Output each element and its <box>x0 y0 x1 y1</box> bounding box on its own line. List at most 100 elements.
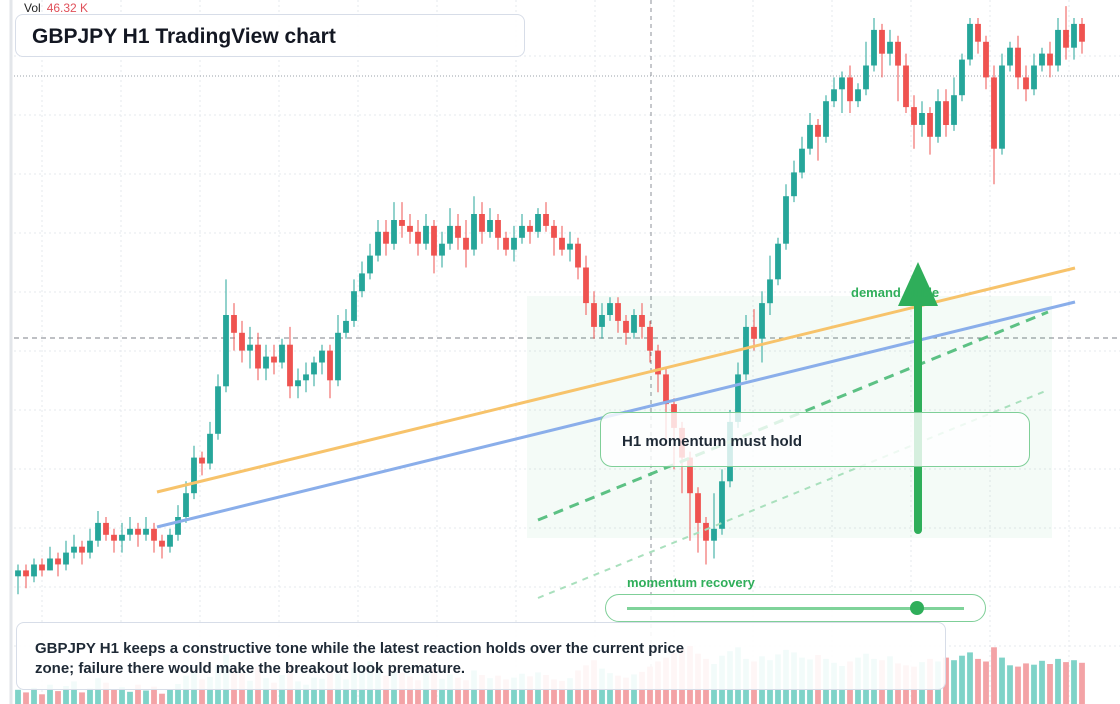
volume-bar <box>311 677 317 704</box>
candle-body <box>135 528 141 535</box>
candle <box>23 564 29 589</box>
candle <box>935 89 941 143</box>
candle <box>143 517 149 541</box>
volume-bar <box>159 693 165 704</box>
volume-bar <box>943 657 949 704</box>
chart-title: GBPJPY H1 TradingView chart <box>32 25 336 48</box>
candle-body <box>103 522 109 535</box>
volume-bar <box>567 678 573 704</box>
volume-bar <box>1047 664 1053 704</box>
candle-body <box>1023 77 1029 90</box>
candle-body <box>1015 47 1021 78</box>
candle-body <box>791 172 797 197</box>
candle <box>511 225 517 262</box>
candle <box>983 35 989 90</box>
candle <box>39 558 45 577</box>
candle <box>807 113 813 155</box>
volume-bar <box>1007 665 1013 704</box>
candle-body <box>919 113 925 125</box>
volume-bar <box>167 689 173 704</box>
candle-body <box>927 113 933 137</box>
candle <box>911 95 917 149</box>
candle-body <box>343 320 349 333</box>
candle <box>231 303 237 351</box>
volume-bar <box>959 655 965 704</box>
candle <box>647 320 653 363</box>
candle-body <box>479 214 485 232</box>
candle-body <box>127 528 133 535</box>
volume-bar <box>103 682 109 704</box>
volume-bar <box>207 676 213 704</box>
candle <box>863 41 869 96</box>
candle <box>991 65 997 185</box>
candle <box>287 326 293 399</box>
candle <box>519 214 525 244</box>
volume-bar <box>527 676 533 704</box>
candle <box>751 309 757 351</box>
candle <box>1031 53 1037 96</box>
candle-body <box>71 546 77 553</box>
candle-body <box>911 107 917 125</box>
candle-body <box>95 522 101 541</box>
candle-body <box>935 101 941 137</box>
title-card: GBPJPY H1 TradingView chart <box>15 14 525 57</box>
candle <box>711 493 717 559</box>
candle-body <box>1047 53 1053 66</box>
candle <box>439 231 445 268</box>
candle <box>583 255 589 315</box>
candle <box>1047 41 1053 78</box>
slider-knob[interactable] <box>909 601 924 615</box>
volume-bar <box>295 681 301 704</box>
candle <box>1063 6 1069 60</box>
candle-body <box>335 332 341 381</box>
candle-body <box>271 356 277 363</box>
volume-bar <box>15 689 21 704</box>
volume-bar <box>151 686 157 704</box>
volume-bar <box>999 657 1005 704</box>
candle-body <box>303 374 309 381</box>
candle-body <box>327 350 333 381</box>
candle <box>623 315 629 345</box>
candle-body <box>527 225 533 232</box>
candle-body <box>319 350 325 363</box>
candle <box>135 522 141 547</box>
candle-body <box>647 326 653 351</box>
candle-body <box>991 77 997 149</box>
volume-bar <box>1071 660 1077 704</box>
candle-body <box>495 220 501 238</box>
candle <box>831 77 837 108</box>
candle-body <box>359 273 365 292</box>
candle <box>15 564 21 595</box>
volume-bar <box>951 660 957 704</box>
candle <box>359 261 365 298</box>
candle-body <box>231 315 237 333</box>
candle-body <box>383 231 389 244</box>
volume-bar <box>55 691 61 704</box>
candle <box>151 522 157 553</box>
candle <box>463 220 469 268</box>
volume-bar <box>487 678 493 704</box>
candle <box>639 303 645 339</box>
candle-body <box>471 214 477 250</box>
candle <box>895 35 901 102</box>
candle-body <box>423 225 429 244</box>
candle-body <box>687 457 693 494</box>
demand-arrow-head <box>898 262 938 306</box>
candle-body <box>535 214 541 232</box>
volume-bar <box>983 661 989 704</box>
candle <box>951 77 957 131</box>
candle <box>503 231 509 256</box>
candle-body <box>447 225 453 244</box>
candle <box>559 225 565 256</box>
candle <box>815 119 821 161</box>
candle-body <box>719 481 725 529</box>
candle-body <box>823 101 829 137</box>
volume-bar <box>439 678 445 704</box>
candle-body <box>583 267 589 304</box>
candle <box>1015 35 1021 90</box>
volume-bar <box>455 677 461 704</box>
volume-bar <box>39 694 45 704</box>
candles <box>15 6 1085 595</box>
momentum-slider[interactable] <box>605 594 986 622</box>
candle <box>695 487 701 553</box>
